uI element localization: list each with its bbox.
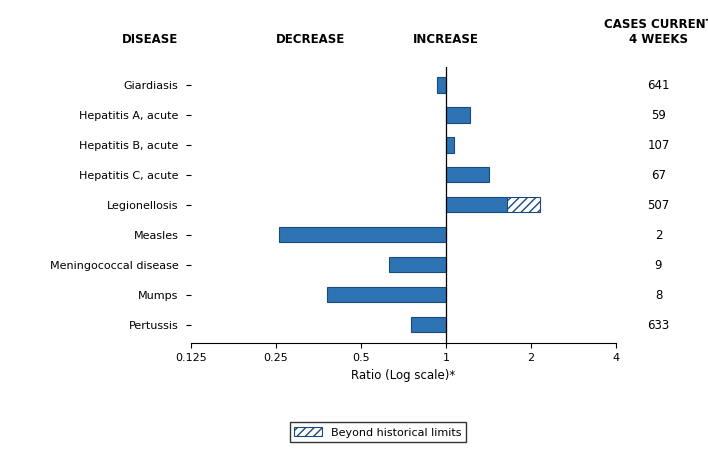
Legend: Beyond historical limits: Beyond historical limits	[290, 422, 466, 442]
Bar	[446, 108, 470, 123]
Text: 633: 633	[647, 318, 670, 331]
X-axis label: Ratio (Log scale)*: Ratio (Log scale)*	[351, 368, 456, 381]
Bar	[508, 198, 540, 213]
Text: CASES CURRENT
4 WEEKS: CASES CURRENT 4 WEEKS	[603, 18, 708, 46]
Text: DISEASE: DISEASE	[122, 32, 178, 46]
Text: Measles: Measles	[134, 230, 178, 240]
Text: Mumps: Mumps	[138, 290, 178, 300]
Text: Pertussis: Pertussis	[129, 320, 178, 330]
Bar	[389, 257, 446, 273]
Text: DECREASE: DECREASE	[275, 32, 345, 46]
Text: Hepatitis A, acute: Hepatitis A, acute	[79, 110, 178, 120]
Bar	[437, 78, 446, 93]
Text: INCREASE: INCREASE	[413, 32, 479, 46]
Bar	[446, 138, 455, 153]
Text: 107: 107	[647, 139, 670, 152]
Text: Giardiasis: Giardiasis	[124, 81, 178, 91]
Text: Hepatitis C, acute: Hepatitis C, acute	[79, 170, 178, 180]
Text: 67: 67	[651, 169, 666, 182]
Text: 507: 507	[647, 199, 670, 212]
Bar	[446, 167, 489, 183]
Text: 8: 8	[655, 289, 662, 301]
Text: Hepatitis B, acute: Hepatitis B, acute	[79, 140, 178, 150]
Text: 9: 9	[655, 258, 662, 272]
Bar	[278, 227, 446, 243]
Text: 641: 641	[647, 79, 670, 92]
Text: 59: 59	[651, 109, 666, 122]
Bar	[411, 317, 446, 332]
Text: Meningococcal disease: Meningococcal disease	[50, 260, 178, 270]
Text: 2: 2	[655, 229, 662, 242]
Bar	[446, 198, 508, 213]
Bar	[327, 287, 446, 303]
Text: Legionellosis: Legionellosis	[107, 200, 178, 210]
